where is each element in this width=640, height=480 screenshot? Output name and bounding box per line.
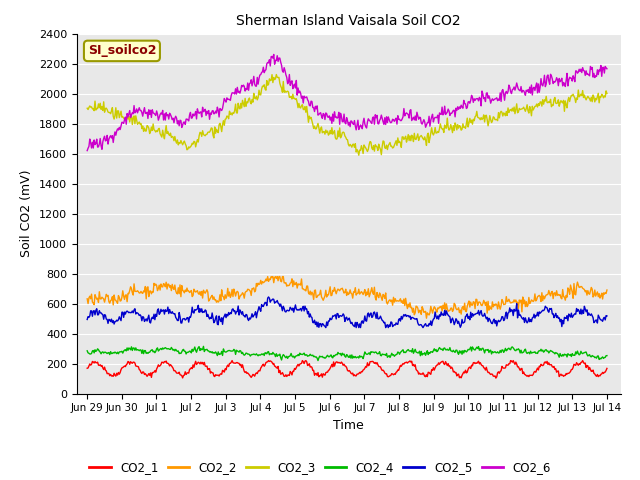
Text: SI_soilco2: SI_soilco2	[88, 44, 156, 58]
CO2_3	[273, 72, 280, 77]
CO2_3	[355, 152, 363, 158]
CO2_6	[319, 110, 327, 116]
Title: Sherman Island Vaisala Soil CO2: Sherman Island Vaisala Soil CO2	[237, 14, 461, 28]
CO2_1	[175, 369, 183, 375]
CO2_3	[217, 123, 225, 129]
CO2_2	[422, 315, 430, 321]
CO2_1	[603, 365, 611, 371]
CO2_3	[175, 140, 183, 145]
CO2_6	[83, 148, 91, 154]
CO2_3	[319, 129, 327, 134]
CO2_4	[83, 348, 91, 354]
CO2_5	[217, 319, 225, 324]
CO2_6	[390, 119, 398, 124]
CO2_1	[476, 361, 483, 367]
CO2_2	[217, 298, 225, 303]
CO2_5	[322, 324, 330, 330]
CO2_1	[492, 375, 500, 381]
CO2_4	[432, 347, 440, 352]
Legend: CO2_1, CO2_2, CO2_3, CO2_4, CO2_5, CO2_6: CO2_1, CO2_2, CO2_3, CO2_4, CO2_5, CO2_6	[84, 456, 556, 479]
CO2_5	[392, 322, 399, 328]
CO2_6	[175, 123, 183, 129]
CO2_5	[265, 294, 273, 300]
CO2_6	[270, 51, 278, 57]
CO2_5	[603, 313, 611, 319]
Line: CO2_1: CO2_1	[87, 360, 607, 378]
CO2_2	[476, 300, 484, 306]
CO2_6	[603, 66, 611, 72]
Y-axis label: Soil CO2 (mV): Soil CO2 (mV)	[20, 170, 33, 257]
Line: CO2_6: CO2_6	[87, 54, 607, 151]
CO2_6	[476, 95, 483, 100]
CO2_1	[217, 371, 225, 377]
CO2_2	[603, 287, 611, 293]
CO2_2	[264, 274, 271, 279]
CO2_1	[319, 371, 327, 377]
CO2_5	[83, 317, 91, 323]
CO2_4	[175, 351, 183, 357]
CO2_2	[175, 291, 183, 297]
CO2_5	[432, 313, 440, 319]
CO2_1	[390, 371, 398, 377]
CO2_5	[175, 310, 183, 315]
Line: CO2_2: CO2_2	[87, 276, 607, 318]
CO2_3	[603, 91, 611, 96]
CO2_2	[319, 298, 327, 303]
CO2_4	[200, 344, 207, 349]
Line: CO2_5: CO2_5	[87, 297, 607, 327]
CO2_1	[83, 365, 91, 371]
CO2_1	[228, 358, 236, 363]
CO2_3	[476, 117, 484, 122]
CO2_2	[390, 299, 398, 305]
CO2_5	[319, 321, 327, 327]
Line: CO2_4: CO2_4	[87, 347, 607, 360]
CO2_4	[314, 358, 322, 363]
CO2_3	[392, 140, 399, 146]
CO2_6	[431, 115, 439, 120]
CO2_4	[392, 352, 399, 358]
Line: CO2_3: CO2_3	[87, 74, 607, 155]
CO2_3	[432, 130, 440, 136]
CO2_5	[476, 310, 484, 315]
X-axis label: Time: Time	[333, 419, 364, 432]
CO2_4	[218, 348, 225, 354]
CO2_3	[83, 105, 91, 111]
CO2_4	[320, 355, 328, 360]
CO2_4	[603, 353, 611, 359]
CO2_4	[476, 346, 484, 351]
CO2_1	[431, 365, 439, 371]
CO2_2	[83, 296, 91, 302]
CO2_6	[217, 107, 225, 112]
CO2_2	[432, 307, 440, 313]
